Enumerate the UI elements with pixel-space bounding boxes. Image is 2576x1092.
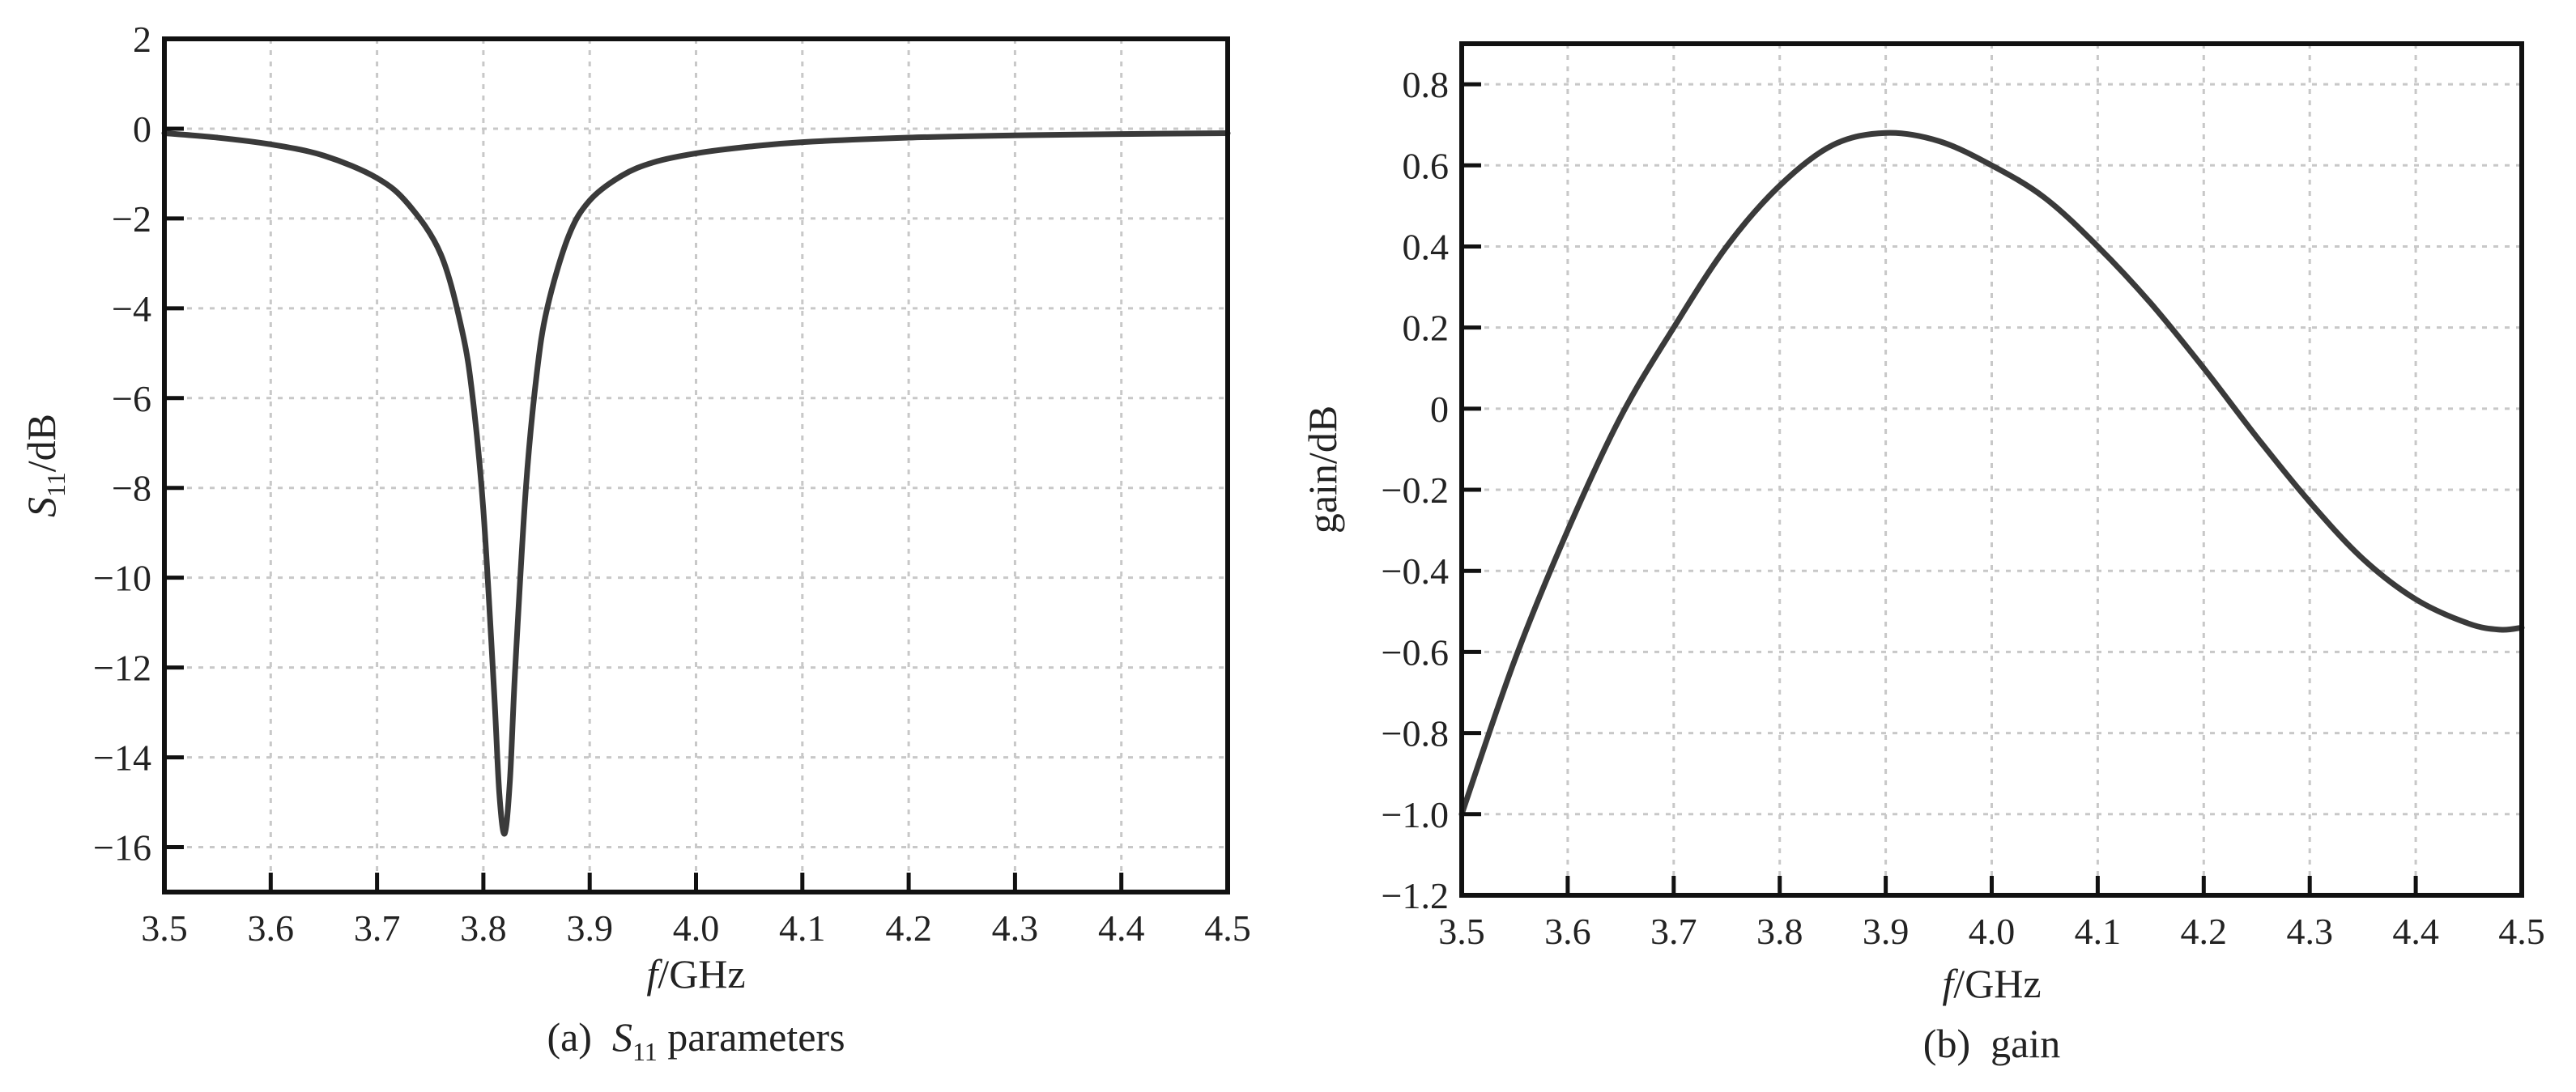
- caption-text: parameters: [658, 1014, 845, 1060]
- y-axis-label: S11/dB: [19, 414, 70, 517]
- chart-gain: 3.5 3.6 3.7 3.8 3.9 4.0 4.1 4.2 4.3 4.4 4.5 0.8 0.6 0…: [1300, 41, 2545, 1066]
- x-axis-label: f/GHz: [1942, 961, 2041, 1006]
- y-tick-label: 0.2: [1403, 308, 1450, 349]
- caption-symbol: S: [612, 1014, 632, 1060]
- figure-caption: (b) gain: [1923, 1021, 2060, 1066]
- caption-subscript: 11: [632, 1037, 658, 1066]
- x-tick-label: 3.7: [1650, 911, 1697, 952]
- chart-s11: 3.5 3.6 3.7 3.8 3.9 4.0 4.1 4.2 4.3 4.4 4.5 2 0 −2 −4 −…: [19, 19, 1251, 1066]
- y-tick-label: −16: [93, 827, 151, 869]
- y-tick-label: −2: [112, 198, 151, 240]
- y-tick-label: 0: [1430, 389, 1449, 430]
- x-tick-label: 4.1: [2075, 911, 2122, 952]
- x-tick-label: 4.5: [2498, 911, 2545, 952]
- caption-prefix: (a): [547, 1014, 612, 1060]
- x-tick-label: 4.5: [1204, 907, 1251, 949]
- x-axis-label-unit: /GHz: [1953, 961, 2041, 1006]
- y-tick-label: 0: [133, 108, 151, 150]
- y-tick-label: 0.6: [1403, 145, 1450, 186]
- y-tick-label: −14: [93, 737, 151, 779]
- x-tick-label: 3.7: [354, 907, 401, 949]
- x-tick-label: 4.0: [1969, 911, 2016, 952]
- x-tick-label: 3.8: [1756, 911, 1803, 952]
- x-tick-label: 3.6: [1544, 911, 1591, 952]
- x-tick-label: 4.1: [779, 907, 826, 949]
- x-tick-label: 3.6: [248, 907, 295, 949]
- x-tick-label: 3.9: [1863, 911, 1910, 952]
- x-tick-label: 3.9: [566, 907, 613, 949]
- x-tick-label: 4.0: [673, 907, 720, 949]
- y-tick-label: −8: [112, 468, 151, 509]
- y-axis-label-subscript: 11: [41, 472, 70, 497]
- y-tick-label: −0.8: [1382, 713, 1449, 754]
- y-tick-label: −10: [93, 558, 151, 599]
- caption-prefix: (b): [1923, 1021, 1991, 1066]
- y-axis-label: gain/dB: [1300, 406, 1345, 533]
- y-tick-label: 2: [133, 19, 151, 60]
- x-tick-label: 3.8: [460, 907, 507, 949]
- caption-text: gain: [1991, 1021, 2060, 1066]
- y-tick-label: −4: [112, 288, 151, 329]
- series-line-1: [161, 130, 1231, 837]
- y-tick-label: −0.6: [1382, 631, 1449, 673]
- y-tick-label: −1.0: [1382, 794, 1449, 835]
- x-tick-label: 4.4: [1098, 907, 1145, 949]
- y-tick-label: −0.2: [1382, 470, 1449, 511]
- y-tick-label: −0.4: [1382, 550, 1449, 592]
- figure-caption: (a) S11 parameters: [547, 1014, 845, 1066]
- y-tick-label: −12: [93, 648, 151, 689]
- y-axis-label-unit: /dB: [19, 414, 64, 472]
- y-tick-label: −6: [112, 378, 151, 419]
- y-tick-label: 0.8: [1403, 64, 1450, 105]
- grid: [1462, 44, 2522, 895]
- x-tick-label: 3.5: [1438, 911, 1485, 952]
- x-tick-label: 4.2: [885, 907, 932, 949]
- x-tick-label: 4.2: [2181, 911, 2228, 952]
- series-line-1: [1458, 130, 2525, 818]
- x-axis-label: f/GHz: [646, 951, 745, 996]
- grid: [164, 39, 1228, 892]
- y-tick-label: −1.2: [1382, 875, 1449, 916]
- x-tick-label: 4.3: [992, 907, 1039, 949]
- x-tick-label: 3.5: [141, 907, 188, 949]
- x-axis-label-unit: /GHz: [658, 951, 745, 996]
- x-tick-label: 4.3: [2286, 911, 2333, 952]
- y-axis-label-symbol: S: [19, 497, 64, 517]
- x-tick-label: 4.4: [2392, 911, 2439, 952]
- y-tick-label: 0.4: [1403, 226, 1450, 267]
- y-axis-label-text: gain/dB: [1300, 406, 1345, 533]
